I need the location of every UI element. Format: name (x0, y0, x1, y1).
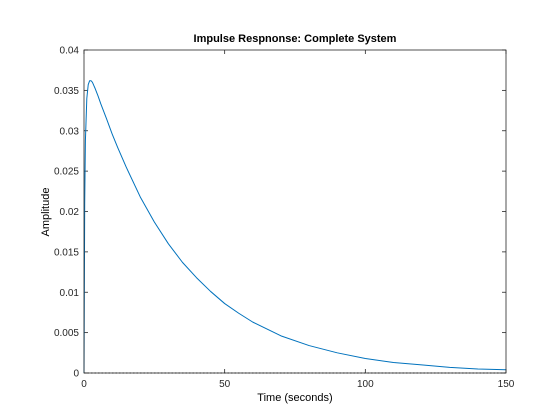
impulse-response-line (83, 80, 507, 374)
chart-title: Impulse Respnonse: Complete System (194, 33, 397, 45)
y-tick-label: 0.04 (60, 46, 80, 57)
y-tick-label: 0.005 (54, 328, 79, 339)
axes-box (83, 49, 507, 374)
x-tick-label: 50 (219, 379, 231, 390)
x-tick-label: 0 (81, 379, 87, 390)
y-tick-label: 0.02 (60, 207, 80, 218)
plot-area (84, 50, 506, 373)
x-tick-label: 150 (498, 379, 515, 390)
x-axis-label: Time (seconds) (257, 392, 332, 404)
y-tick-label: 0 (73, 369, 79, 380)
y-tick-label: 0.015 (54, 247, 79, 258)
y-tick-label: 0.035 (54, 86, 79, 97)
y-tick-label: 0.01 (60, 288, 80, 299)
y-tick-label: 0.025 (54, 167, 79, 178)
axis-ticks: 0 50 100 150 0 0.005 0.01 0.015 0.02 0.025 0.03 0.0… (54, 46, 515, 391)
x-tick-label: 100 (357, 379, 374, 390)
y-axis-label: Amplitude (40, 188, 52, 237)
y-tick-label: 0.03 (60, 126, 80, 137)
